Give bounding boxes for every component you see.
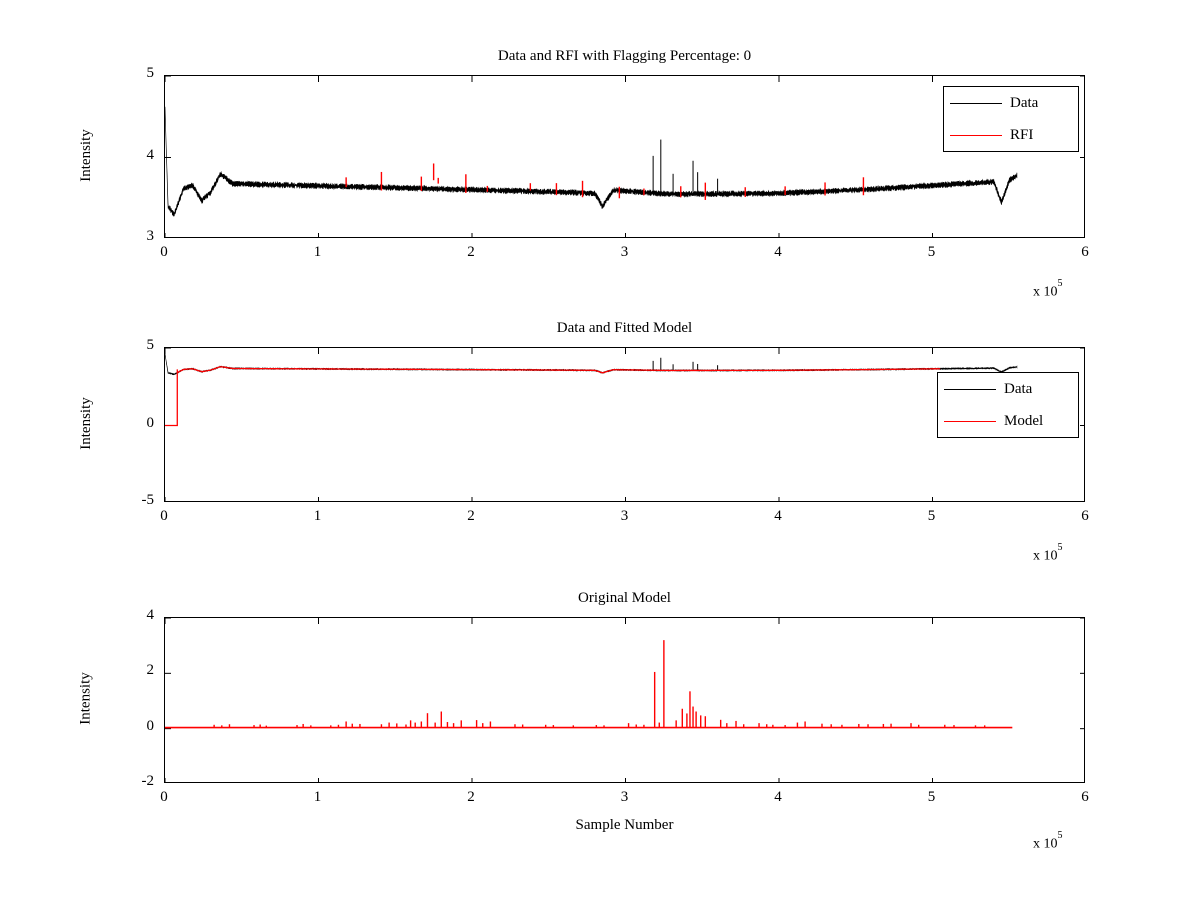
subplot-2-x-tick-0: 0 — [160, 508, 168, 524]
subplot-1-x-tick-2: 2 — [467, 244, 475, 260]
subplot-3-x-axis-label: Sample Number — [575, 817, 674, 833]
subplot-1-legend[interactable]: Data RFI — [943, 86, 1079, 152]
subplot-2-x-tick-2: 2 — [467, 508, 475, 524]
subplot-2-y-tick-0: -5 — [141, 492, 155, 508]
legend-entry-rfi: RFI — [944, 119, 1078, 151]
legend-entry-data: Data — [944, 87, 1078, 119]
legend-line-sample-black — [950, 102, 1002, 104]
subplot-3-x-tick-0: 0 — [160, 789, 168, 805]
legend-line-sample-red — [950, 134, 1002, 136]
subplot-2-y-tick-2: 5 — [146, 337, 155, 353]
legend-entry-data: Data — [938, 373, 1078, 405]
subplot-3-x-tick-5: 5 — [927, 789, 936, 805]
legend-label-model: Model — [1004, 412, 1044, 429]
subplot-1-x-tick-5: 5 — [927, 244, 936, 260]
subplot-2-legend[interactable]: Data Model — [937, 372, 1079, 438]
legend-label-data: Data — [1010, 94, 1039, 111]
subplot-3-x-tick-2: 2 — [467, 789, 475, 805]
subplot-2-plot-area[interactable] — [164, 347, 1085, 502]
legend-label-rfi: RFI — [1010, 126, 1034, 143]
subplot-3-x-axis-exponent: x 105 — [1033, 830, 1063, 853]
x-exponent-mantissa: x 10 — [1033, 836, 1058, 852]
subplot-2-x-axis-exponent: x 105 — [1033, 542, 1063, 565]
subplot-2-y-axis-label: Intensity — [77, 396, 94, 450]
subplot-3-x-tick-3: 3 — [620, 789, 629, 805]
subplot-3-plot-area[interactable] — [164, 617, 1085, 783]
legend-line-sample-black — [944, 388, 996, 390]
subplot-2-x-tick-5: 5 — [927, 508, 936, 524]
x-exponent-mantissa: x 10 — [1033, 548, 1058, 564]
subplot-1-x-tick-1: 1 — [313, 244, 322, 260]
subplot-2-x-tick-3: 3 — [620, 508, 629, 524]
subplot-3-x-tick-6: 6 — [1081, 789, 1089, 805]
subplot-1-plot-area[interactable] — [164, 75, 1085, 238]
subplot-3-x-tick-4: 4 — [774, 789, 782, 805]
legend-entry-model: Model — [938, 405, 1078, 437]
subplot-1-y-tick-2: 5 — [146, 65, 155, 81]
subplot-1-x-tick-6: 6 — [1081, 244, 1089, 260]
subplot-3-x-tick-1: 1 — [313, 789, 322, 805]
subplot-1-y-tick-1: 4 — [146, 146, 155, 163]
x-exponent-power: 5 — [1057, 542, 1063, 553]
subplot-3-y-axis-label: Intensity — [77, 672, 94, 725]
legend-line-sample-red — [944, 420, 996, 422]
subplot-3-y-tick-3: 4 — [146, 607, 155, 623]
subplot-1-x-tick-4: 4 — [774, 244, 782, 260]
legend-label-data: Data — [1004, 380, 1033, 397]
subplot-3-y-tick-2: 2 — [146, 662, 155, 679]
subplot-2-x-tick-1: 1 — [313, 508, 322, 524]
subplot-1-x-tick-3: 3 — [620, 244, 629, 260]
x-exponent-power: 5 — [1057, 830, 1063, 841]
subplot-2-title: Data and Fitted Model — [556, 320, 693, 336]
subplot-3-y-tick-0: -2 — [141, 773, 155, 789]
subplot-3-y-tick-1: 0 — [146, 717, 155, 734]
subplot-2-y-tick-1: 0 — [146, 414, 155, 431]
subplot-2-x-tick-4: 4 — [774, 508, 782, 524]
subplot-1-x-axis-exponent: x 105 — [1033, 278, 1063, 301]
subplot-1-y-tick-0: 3 — [146, 228, 155, 244]
subplot-1-x-tick-0: 0 — [160, 244, 168, 260]
subplot-3-title: Original Model — [578, 590, 671, 606]
x-exponent-power: 5 — [1057, 278, 1063, 289]
subplot-1-y-axis-label: Intensity — [77, 128, 94, 182]
subplot-2-x-tick-6: 6 — [1081, 508, 1089, 524]
subplot-1-title: Data and RFI with Flagging Percentage: 0 — [497, 48, 752, 64]
x-exponent-mantissa: x 10 — [1033, 284, 1058, 300]
